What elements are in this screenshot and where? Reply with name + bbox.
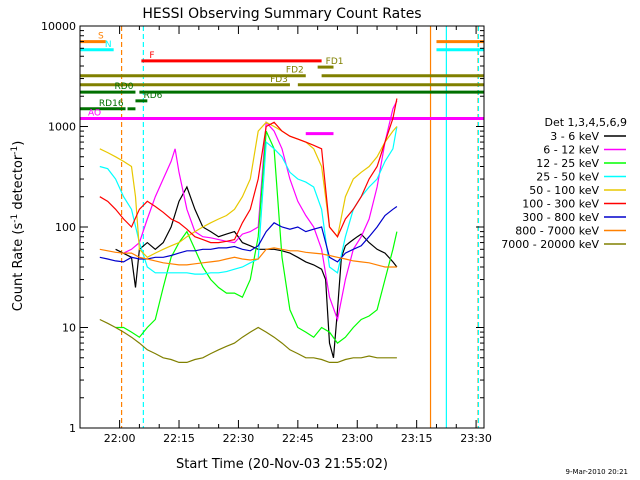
y-axis-label: Count Rate (s-1 detector-1) — [10, 141, 26, 312]
legend-label-3: 25 - 50 keV — [536, 171, 599, 184]
series-line-0 — [115, 185, 398, 358]
x-tick-label-2: 22:30 — [223, 432, 255, 445]
x-axis-label: Start Time (20-Nov-03 21:55:02) — [176, 457, 388, 472]
legend-label-4: 50 - 100 keV — [529, 184, 599, 197]
legend-label-0: 3 - 6 keV — [550, 130, 599, 143]
flag-label-s: S — [98, 32, 104, 42]
legend-label-1: 6 - 12 keV — [543, 144, 599, 157]
chart-title: HESSI Observing Summary Count Rates — [142, 6, 421, 22]
flag-label-rd0: RD0 — [115, 82, 134, 92]
series-line-5 — [99, 98, 398, 244]
x-tick-label-4: 23:00 — [341, 432, 373, 445]
flag-label-f: F — [149, 51, 154, 61]
x-tick-label-1: 22:15 — [163, 432, 195, 445]
series-line-6 — [99, 206, 398, 263]
flag-label-fd2: FD2 — [286, 66, 304, 76]
x-tick-label-0: 22:00 — [104, 432, 136, 445]
series-line-4 — [99, 121, 398, 259]
flag-label-fd3: FD3 — [270, 75, 288, 85]
flag-label-rd6: RD6 — [143, 91, 162, 101]
x-tick-label-3: 22:45 — [282, 432, 314, 445]
series-line-7 — [99, 247, 397, 268]
x-tick-label-6: 23:30 — [460, 432, 492, 445]
flag-label-fd1: FD1 — [326, 57, 344, 67]
legend-label-2: 12 - 25 keV — [536, 157, 599, 170]
legend-title: Det 1,3,4,5,6,9 — [544, 116, 627, 129]
series-lines — [99, 98, 398, 363]
timestamp: 9-Mar-2010 20:21 — [566, 468, 628, 476]
legend-label-7: 800 - 7000 keV — [515, 225, 599, 238]
flag-label-rd16: RD16 — [99, 99, 124, 109]
y-tick-label-4: 10000 — [41, 20, 76, 33]
legend-label-6: 300 - 800 keV — [522, 211, 599, 224]
x-tick-label-5: 23:15 — [401, 432, 433, 445]
legend-label-5: 100 - 300 keV — [522, 198, 599, 211]
y-tick-label-2: 100 — [55, 221, 76, 234]
legend-label-8: 7000 - 20000 keV — [501, 238, 599, 251]
series-line-3 — [99, 126, 398, 275]
flag-vertical-lines — [120, 26, 480, 428]
flag-label-ao: AO — [88, 109, 101, 119]
axes: 1 10 100 1000 10000 22:00 22:15 22:30 22:45 23:00… — [41, 20, 492, 445]
y-tick-label-1: 10 — [62, 322, 76, 335]
series-line-8 — [99, 318, 397, 363]
y-tick-label-3: 1000 — [48, 121, 76, 134]
flag-label-n: N — [105, 40, 112, 50]
series-line-2 — [115, 130, 398, 344]
y-tick-label-0: 1 — [69, 422, 76, 435]
